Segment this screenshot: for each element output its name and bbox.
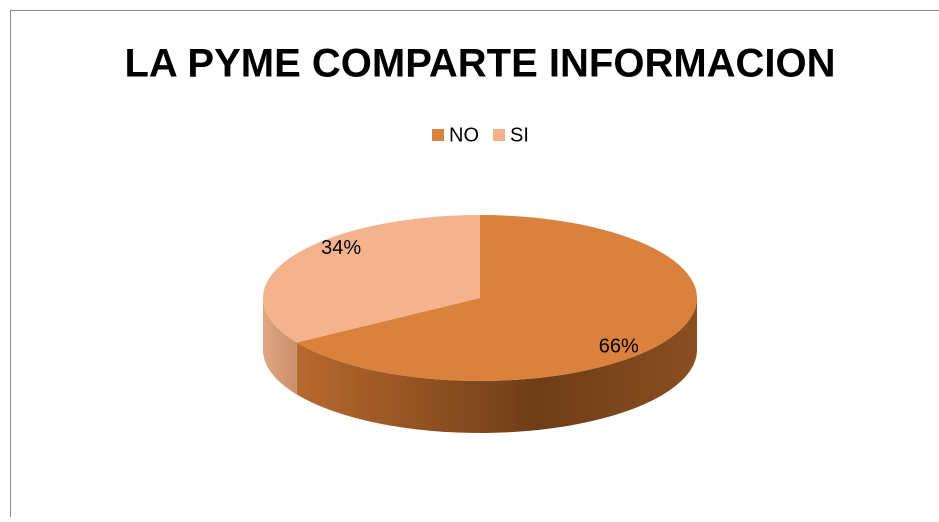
data-label: 34%	[321, 237, 361, 259]
legend-swatch	[432, 129, 444, 141]
chart-title: LA PYME COMPARTE INFORMACION	[124, 42, 835, 86]
legend-label: SI	[510, 124, 529, 146]
data-label: 66%	[599, 335, 639, 357]
legend-label: NO	[449, 124, 479, 146]
legend-swatch	[493, 129, 505, 141]
